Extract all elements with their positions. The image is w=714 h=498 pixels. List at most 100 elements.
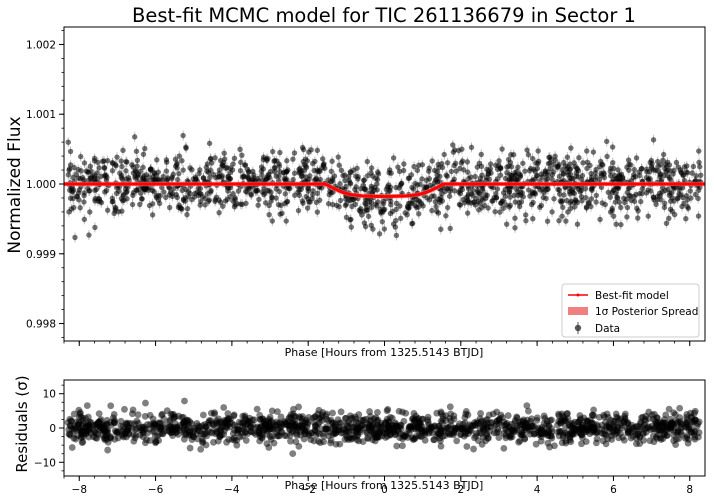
- best-fit-model-marker: [390, 194, 395, 198]
- residual-data-point: [590, 412, 598, 420]
- best-fit-model-marker: [150, 182, 154, 186]
- best-fit-model-marker: [358, 194, 363, 198]
- residual-data-point: [674, 428, 682, 436]
- flux-data-point: [149, 209, 156, 220]
- flux-data-point: [393, 198, 400, 209]
- residual-data-point: [489, 410, 497, 418]
- best-fit-model-marker: [305, 182, 309, 186]
- flux-y-tick-label: 0.998: [26, 319, 56, 331]
- flux-data-point: [411, 161, 417, 172]
- residual-data-point: [648, 422, 656, 430]
- residual-y-tick-label: 0: [49, 423, 56, 435]
- flux-data-point: [77, 202, 83, 213]
- best-fit-model-marker: [412, 193, 416, 197]
- residual-data-point: [322, 425, 330, 433]
- residual-data-point: [383, 429, 391, 436]
- residual-data-point: [304, 419, 312, 426]
- best-fit-model-marker: [284, 182, 288, 186]
- best-fit-model-marker: [294, 182, 298, 186]
- residual-data-point: [533, 414, 541, 422]
- residual-y-tick-label: 10: [43, 389, 56, 401]
- residual-data-point: [619, 433, 626, 441]
- flux-data-point: [524, 145, 530, 156]
- flux-data-point: [237, 165, 244, 176]
- best-fit-model-marker: [316, 182, 320, 186]
- residual-data-point: [518, 431, 525, 438]
- flux-data-point: [464, 156, 471, 167]
- flux-data-point: [597, 214, 603, 225]
- residual-data-point: [583, 418, 591, 426]
- residual-data-point: [477, 410, 484, 417]
- best-fit-model-marker: [487, 182, 491, 186]
- flux-data-point: [429, 155, 435, 166]
- flux-data-point: [124, 157, 130, 168]
- residual-data-point: [77, 434, 85, 442]
- residual-data-point: [518, 417, 526, 425]
- residual-data-point: [629, 424, 637, 431]
- flux-data-point: [464, 208, 471, 219]
- flux-data-point: [176, 168, 182, 179]
- flux-data-point: [119, 206, 125, 217]
- flux-data-point: [314, 207, 321, 218]
- flux-data-point: [273, 193, 279, 204]
- residual-data-point: [374, 408, 381, 416]
- residual-data-point: [70, 410, 78, 418]
- best-fit-model-marker: [230, 182, 234, 186]
- residual-data-point: [114, 428, 122, 436]
- residual-data-point: [566, 430, 574, 438]
- residual-x-axis-label: Phase [Hours from 1325.5143 BTJD]: [285, 479, 484, 492]
- residual-data-point: [500, 430, 508, 437]
- residual-data-point: [343, 420, 350, 428]
- residual-data-point: [274, 408, 281, 415]
- residual-data-point: [530, 430, 538, 438]
- residual-data-point: [640, 429, 647, 437]
- best-fit-model-marker: [583, 182, 587, 186]
- flux-data-point: [568, 143, 574, 154]
- flux-data-point: [497, 170, 504, 181]
- residual-data-point: [169, 423, 177, 431]
- best-fit-model-marker: [433, 186, 437, 190]
- residual-data-point: [233, 436, 241, 444]
- residual-data-point: [477, 419, 485, 426]
- flux-data-point: [512, 213, 518, 224]
- best-fit-model-marker: [289, 182, 293, 186]
- residual-data-point: [155, 437, 163, 444]
- flux-data-point: [393, 230, 400, 241]
- residual-data-point: [681, 434, 689, 442]
- flux-x-axis-label: Phase [Hours from 1325.5143 BTJD]: [285, 346, 484, 359]
- best-fit-model-marker: [145, 182, 149, 186]
- residual-data-point: [110, 411, 118, 418]
- best-fit-model-marker: [278, 182, 282, 186]
- residual-data-point: [397, 425, 405, 433]
- residual-data-point: [285, 422, 293, 430]
- best-fit-model-marker: [481, 182, 485, 186]
- flux-data-point: [138, 193, 145, 204]
- best-fit-model-marker: [91, 182, 95, 186]
- best-fit-model-marker: [561, 182, 566, 186]
- residual-data-point: [378, 423, 385, 431]
- best-fit-model-marker: [203, 182, 208, 186]
- flux-y-axis: 0.998 0.999 1.000 1.001 1.002: [26, 30, 64, 338]
- residual-data-point: [437, 417, 445, 425]
- residual-data-point: [355, 437, 363, 445]
- best-fit-model-marker: [107, 182, 112, 186]
- residual-data-point: [315, 406, 323, 414]
- residual-data-point: [399, 431, 407, 439]
- best-fit-model-marker: [631, 182, 635, 186]
- residual-data-point: [111, 419, 119, 427]
- flux-data-point: [503, 219, 510, 230]
- residual-data-point: [576, 416, 584, 424]
- residual-data-point: [344, 428, 352, 435]
- residual-data-point: [555, 412, 563, 419]
- residual-data-point: [267, 435, 275, 443]
- residual-data-point: [415, 425, 423, 433]
- flux-y-axis-label: Normalized Flux: [5, 116, 25, 253]
- flux-data-point: [140, 162, 146, 173]
- residual-x-tick-label: −8: [72, 484, 87, 496]
- residual-data-point: [155, 419, 163, 427]
- best-fit-model-marker: [353, 193, 357, 197]
- flux-data-point: [544, 216, 551, 227]
- best-fit-model-marker: [187, 182, 192, 186]
- best-fit-model-marker: [396, 194, 400, 198]
- best-fit-model-marker: [519, 182, 523, 186]
